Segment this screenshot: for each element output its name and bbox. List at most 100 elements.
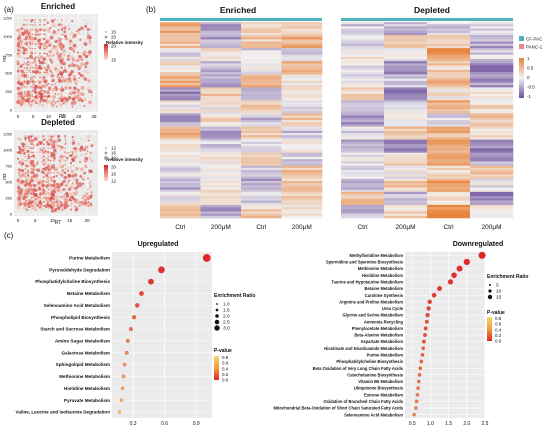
scatter-point [29,77,34,82]
scatter-point [44,205,48,209]
heatmap-cell [160,148,201,151]
scatter-point [24,143,27,146]
scatter-point [71,158,76,163]
scatter-point [90,42,92,44]
heatmap-cell [241,135,282,138]
scatter-point [18,194,23,199]
pathway-label: Spermidine and Spermine Biosynthesis [326,260,404,265]
heatmap-cell [241,174,282,177]
scatter-point [22,97,25,101]
scatter-point [39,52,41,55]
heatmap-cell [341,126,385,130]
scatter-point [64,86,69,90]
scatter-point [39,142,43,145]
heatmap-cell [384,72,428,75]
scatter-point [43,90,45,93]
heatmap-cell [427,96,471,99]
scatter-point [39,102,42,105]
scatter-point [23,95,26,98]
heatmap-cell [200,215,242,219]
heatmap-cell [200,209,242,212]
scatter-point [26,192,29,195]
heatmap-cell [427,41,471,45]
scatter-point [53,172,55,174]
heatmap-cell [384,93,428,97]
heatmap-cell [160,163,201,167]
scatter-point [61,169,64,172]
scatter-point [57,100,60,103]
scatter-point [60,73,64,76]
heatmap-cell [200,152,242,156]
scatter-point [26,81,28,83]
size-legend-label: 20 [111,156,117,161]
heatmap-depleted: Depleted Ctrl 200μM Ctrl 200μM [341,5,514,231]
scatter-point [72,74,76,78]
dot-plot-area [112,252,212,418]
heatmap-cell [384,215,428,219]
scatter-point [26,86,28,88]
scatter-point [43,151,45,154]
scatter-point [26,149,30,153]
scatter-point [23,57,26,60]
heatmap-cell [384,170,428,173]
scatter-point [39,19,41,21]
scatter-point [62,53,67,57]
heatmap-cell [200,137,242,140]
heatmap-cell [384,189,428,193]
dot-marker [139,291,144,296]
heatmap-cell [160,102,201,106]
pathway-label: Phosphatidylcholine Biosynthesis [35,279,110,284]
heatmap-cell [427,87,471,90]
heatmap-column-label: Ctrl [256,224,267,231]
dot-marker [478,251,486,259]
heatmap-cell [200,187,242,190]
heatmap-cell [384,146,428,149]
heatmap-cell [427,93,471,97]
scatter-point [44,150,47,153]
scatter-point [56,75,60,79]
heatmap-cell [341,185,385,188]
scatter-point [24,168,27,170]
scatter-point [61,23,63,26]
scatter-point [55,105,58,108]
heatmap-cell [427,52,471,55]
heatmap-cell [470,133,514,136]
scatter-point [21,148,25,152]
scatter-point [18,167,20,169]
heatmap-cell [281,170,323,173]
x-tick-label: 0.3 [130,421,137,427]
scatter-point [47,163,50,166]
heatmap-cell [160,196,201,199]
scatter-point [57,138,61,142]
heatmap-cell [241,204,282,208]
heatmap-cell [200,67,242,71]
scatter-point [84,164,88,169]
heatmap-cell [341,82,385,86]
scatter-point [61,90,63,93]
scatter-point [84,164,86,166]
heatmap-cell [200,22,242,25]
heatmap-cell [200,43,242,47]
heatmap-cell [200,178,242,182]
dot-marker [431,292,437,298]
heatmap-cell [160,174,201,177]
scatter-point [26,28,28,31]
heatmap-cell [427,191,471,195]
scatter-point [20,164,23,167]
heatmap-cell [281,163,323,167]
scatter-point [56,36,60,39]
heatmap-cell [470,122,514,125]
scatter-point [24,159,27,162]
scatter-point [44,66,47,69]
heatmap-column-label: Ctrl [357,224,368,231]
pathway-label: Selenoamino Acid Metabolism [344,412,403,417]
size-legend-label: 3.0 [223,326,230,332]
heatmap-cell [160,26,201,29]
scatter-point [17,98,20,101]
scatter-point [18,174,22,178]
heatmap-cell [241,30,282,34]
scatter-point [61,81,63,83]
scatter-point [25,195,29,198]
scatter-point [29,191,31,194]
scatter-point [27,98,30,101]
